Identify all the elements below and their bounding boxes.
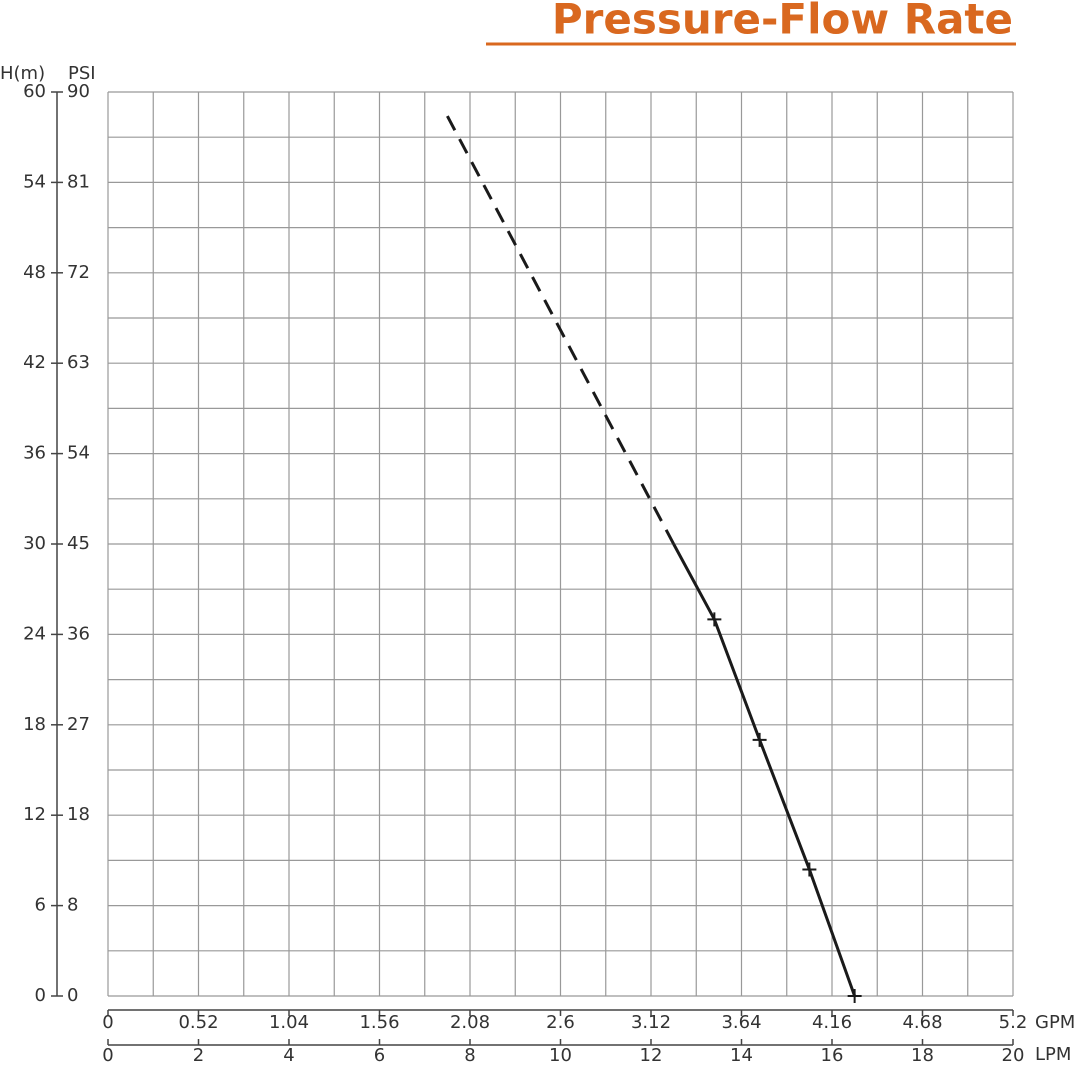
x2-tick-label: 0.52: [178, 1012, 218, 1033]
x2-tick-label: 4.68: [902, 1012, 942, 1033]
point-marker: [847, 989, 862, 1003]
x-tick-label: 10: [549, 1045, 572, 1066]
x-tick-label: 20: [1002, 1045, 1025, 1066]
x-tick-label: 6: [374, 1045, 385, 1066]
x2-tick-label: 2.6: [546, 1012, 575, 1033]
x-axis-label: LPM: [1035, 1044, 1071, 1065]
y-tick-label: 42: [23, 352, 46, 373]
y2-tick-label: 18: [67, 804, 90, 825]
y-tick-label: 36: [23, 443, 46, 464]
x-tick-label: 16: [821, 1045, 844, 1066]
y-tick-label: 12: [23, 804, 46, 825]
x2-tick-label: 2.08: [450, 1012, 490, 1033]
y2-tick-label: 72: [67, 262, 90, 283]
x-tick-label: 8: [464, 1045, 475, 1066]
x2-tick-label: 3.64: [721, 1012, 761, 1033]
x2-tick-label: 4.16: [812, 1012, 852, 1033]
x-tick-label: 18: [911, 1045, 934, 1066]
y2-tick-label: 8: [67, 895, 78, 916]
x2-axis-label: GPM: [1035, 1012, 1075, 1033]
point-marker: [707, 612, 722, 627]
x-tick-label: 12: [640, 1045, 663, 1066]
y-tick-label: 54: [23, 171, 46, 192]
y-tick-label: 48: [23, 262, 46, 283]
y2-tick-label: 36: [67, 623, 90, 644]
y2-axis-label: PSI: [68, 63, 96, 84]
y-axis-label: H(m): [0, 63, 45, 84]
x2-tick-label: 3.12: [631, 1012, 671, 1033]
y2-tick-label: 45: [67, 533, 90, 554]
y-tick-label: 0: [35, 985, 46, 1006]
x-tick-label: 0: [102, 1045, 113, 1066]
y2-tick-label: 27: [67, 714, 90, 735]
y-tick-label: 6: [35, 895, 46, 916]
point-marker: [752, 732, 767, 747]
y-tick-label: 30: [23, 533, 46, 554]
y2-tick-label: 63: [67, 352, 90, 373]
y-tick-label: 24: [23, 623, 46, 644]
y-tick-label: 18: [23, 714, 46, 735]
line: [446, 115, 675, 545]
x-tick-label: 2: [193, 1045, 204, 1066]
y-tick-label: 60: [23, 81, 46, 102]
x2-tick-label: 0: [102, 1012, 113, 1033]
point-marker: [802, 862, 817, 877]
x2-tick-label: 1.04: [269, 1012, 309, 1033]
x2-tick-label: 1.56: [359, 1012, 399, 1033]
chart-title: Pressure-Flow Rate: [552, 0, 1013, 44]
y2-tick-label: 90: [67, 81, 90, 102]
y2-tick-label: 0: [67, 985, 78, 1006]
x-tick-label: 14: [730, 1045, 753, 1066]
y2-tick-label: 81: [67, 171, 90, 192]
y2-tick-label: 54: [67, 443, 90, 464]
x2-tick-label: 5.2: [999, 1012, 1028, 1033]
x-tick-label: 4: [283, 1045, 294, 1066]
